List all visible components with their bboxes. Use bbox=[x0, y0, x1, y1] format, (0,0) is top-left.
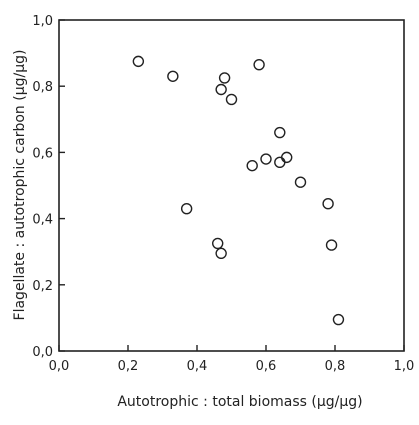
y-tick-label: 0,4 bbox=[32, 213, 53, 228]
data-point bbox=[225, 93, 238, 106]
data-point bbox=[215, 247, 227, 260]
data-point bbox=[253, 58, 265, 71]
y-tick-label: 0,2 bbox=[32, 279, 53, 294]
y-tick-label: 0,0 bbox=[32, 345, 53, 360]
data-point bbox=[211, 237, 224, 250]
y-tick-label: 0,8 bbox=[32, 80, 53, 95]
data-point bbox=[332, 313, 345, 326]
y-axis-label: Flagellate : autotrophic carbon (μg/μg) bbox=[12, 50, 28, 321]
plot-frame bbox=[58, 19, 405, 352]
x-tick-label: 0,4 bbox=[187, 359, 208, 374]
x-tick-label: 1,0 bbox=[394, 359, 415, 374]
data-point bbox=[132, 55, 145, 68]
data-point bbox=[322, 198, 334, 210]
data-point bbox=[215, 83, 227, 96]
data-point bbox=[325, 239, 338, 251]
data-points bbox=[132, 55, 345, 326]
data-point bbox=[218, 72, 231, 84]
y-tick-label: 1,0 bbox=[32, 14, 53, 29]
x-tick-label: 0,6 bbox=[256, 359, 277, 374]
data-point bbox=[167, 70, 179, 82]
x-axis-label: Autotrophic : total biomass (μg/μg) bbox=[117, 394, 362, 410]
y-tick-label: 0,6 bbox=[32, 146, 53, 161]
x-tick-label: 0,8 bbox=[325, 359, 346, 374]
data-point bbox=[180, 202, 193, 215]
x-axis-ticks: 0,0 0,2 0,4 0,6 0,8 1,0 bbox=[49, 345, 415, 374]
data-point bbox=[274, 156, 286, 169]
data-point bbox=[294, 176, 307, 188]
data-point bbox=[274, 126, 286, 139]
data-point bbox=[260, 153, 272, 165]
y-axis-ticks: 0,0 0,2 0,4 0,6 0,8 1,0 bbox=[32, 14, 65, 360]
x-tick-label: 0,2 bbox=[118, 359, 139, 374]
data-point bbox=[281, 151, 293, 164]
x-tick-label: 0,0 bbox=[49, 359, 70, 374]
data-point bbox=[246, 159, 258, 172]
